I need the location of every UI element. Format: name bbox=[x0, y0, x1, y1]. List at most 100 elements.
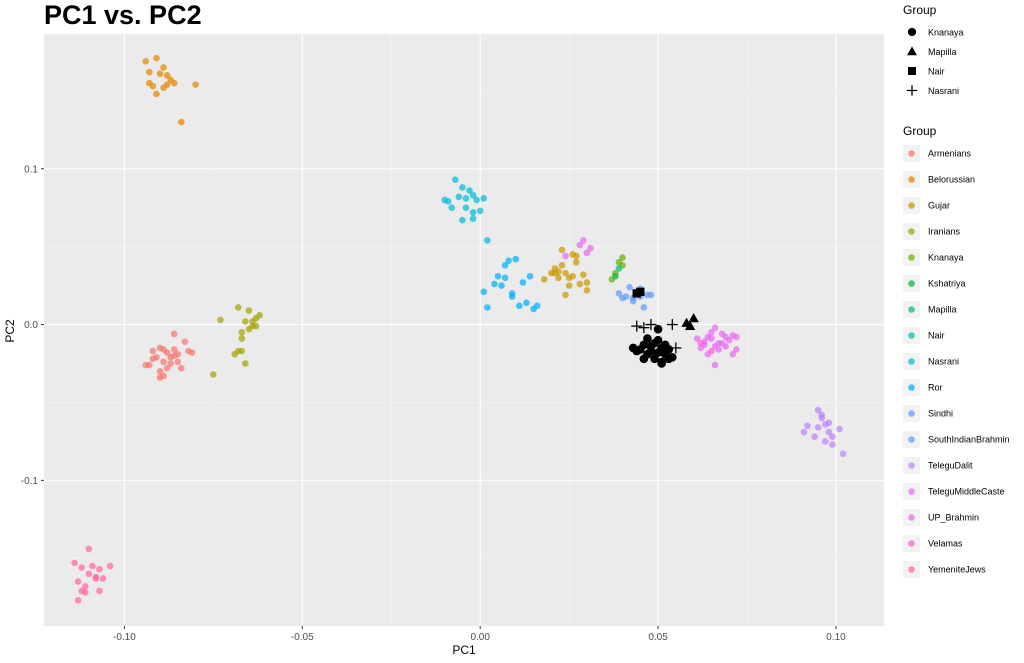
data-point bbox=[238, 329, 246, 336]
data-point bbox=[181, 338, 189, 345]
data-point bbox=[615, 290, 623, 297]
color-legend-label: Kshatriya bbox=[928, 279, 966, 289]
data-point bbox=[160, 64, 167, 71]
nasrani-point bbox=[638, 322, 650, 334]
data-point bbox=[647, 291, 655, 299]
data-point bbox=[587, 244, 594, 252]
data-point bbox=[455, 193, 463, 201]
color-legend-label: Armenians bbox=[928, 149, 972, 159]
data-point bbox=[708, 329, 715, 336]
shape-legend-label: Nair bbox=[928, 67, 945, 77]
data-point bbox=[178, 118, 185, 126]
data-point bbox=[74, 578, 82, 585]
data-point bbox=[210, 371, 217, 378]
data-point bbox=[92, 575, 100, 582]
data-point bbox=[234, 347, 242, 355]
y-tick-label: -0.1 bbox=[21, 476, 39, 487]
y-axis-ticks: -0.1 0.0 0.1 bbox=[21, 164, 44, 487]
color-legend-label: Iranians bbox=[928, 227, 961, 237]
data-point bbox=[540, 276, 548, 283]
data-point bbox=[814, 424, 822, 431]
data-point bbox=[146, 68, 153, 76]
data-point bbox=[498, 282, 505, 289]
legend-swatch bbox=[908, 254, 915, 261]
nair-point bbox=[632, 289, 641, 298]
series-Gujar bbox=[540, 246, 591, 299]
data-point bbox=[459, 216, 466, 224]
data-point bbox=[163, 71, 171, 79]
data-point bbox=[729, 350, 737, 358]
y-axis-label: PC2 bbox=[3, 319, 17, 343]
data-point bbox=[106, 562, 114, 570]
data-point bbox=[170, 79, 178, 87]
color-legend-label: Nasrani bbox=[928, 357, 959, 367]
series-Belorussian bbox=[142, 54, 199, 126]
color-legend-label: Knanaya bbox=[928, 253, 964, 263]
shape-legend-label: Mapilla bbox=[928, 47, 957, 57]
legend-swatch bbox=[908, 280, 915, 287]
data-point bbox=[572, 252, 580, 260]
x-axis-ticks: -0.10 -0.05 0.00 0.05 0.10 bbox=[113, 626, 846, 643]
data-point bbox=[555, 274, 562, 282]
knanaya-point bbox=[664, 345, 674, 354]
data-point bbox=[167, 360, 174, 367]
legend-swatch bbox=[908, 540, 915, 547]
legend-swatch bbox=[908, 410, 915, 417]
color-legend-label: Sindhi bbox=[928, 409, 953, 419]
data-point bbox=[156, 367, 164, 375]
data-point bbox=[81, 582, 89, 590]
data-point bbox=[178, 364, 185, 372]
knanaya-point bbox=[668, 352, 677, 362]
knanaya-point bbox=[639, 340, 649, 350]
legend-swatch bbox=[908, 514, 915, 521]
data-point bbox=[149, 82, 157, 90]
data-point bbox=[733, 333, 740, 341]
legend-swatch bbox=[908, 306, 915, 313]
data-point bbox=[85, 545, 93, 553]
data-point bbox=[818, 411, 826, 419]
data-point bbox=[562, 269, 569, 277]
data-point bbox=[96, 587, 103, 595]
legend-swatch bbox=[908, 462, 915, 469]
data-point bbox=[153, 54, 160, 62]
data-point bbox=[99, 575, 107, 582]
series-YemeniteJews bbox=[71, 545, 114, 604]
legend-swatch bbox=[908, 228, 915, 235]
series-Ror bbox=[480, 255, 541, 313]
x-axis-label: PC1 bbox=[452, 643, 476, 657]
data-point bbox=[242, 318, 249, 325]
data-point bbox=[451, 176, 459, 183]
data-point bbox=[78, 564, 86, 571]
data-point bbox=[170, 330, 178, 338]
data-point bbox=[715, 346, 722, 353]
color-legend-label: TeleguMiddleCaste bbox=[928, 487, 1005, 497]
mapilla-point bbox=[688, 313, 699, 323]
data-point bbox=[804, 422, 811, 430]
data-point bbox=[622, 293, 630, 300]
data-point bbox=[839, 450, 847, 458]
data-point bbox=[565, 282, 573, 289]
data-points bbox=[71, 54, 847, 604]
data-point bbox=[192, 81, 199, 88]
data-point bbox=[473, 196, 480, 204]
data-point bbox=[252, 322, 260, 330]
data-point bbox=[501, 262, 509, 269]
series-TeleguDalit bbox=[800, 406, 847, 458]
data-point bbox=[74, 596, 82, 604]
data-point bbox=[558, 262, 566, 269]
data-point bbox=[242, 360, 249, 367]
data-point bbox=[711, 324, 719, 331]
data-point bbox=[234, 304, 242, 311]
data-point bbox=[704, 333, 712, 341]
data-point bbox=[142, 57, 150, 65]
data-point bbox=[533, 302, 541, 310]
color-legend-label: Belorussian bbox=[928, 175, 975, 185]
data-point bbox=[494, 272, 502, 280]
knanaya-point bbox=[643, 334, 652, 343]
series-Sindhi bbox=[615, 283, 655, 311]
data-point bbox=[491, 280, 498, 288]
color-legend-title: Group bbox=[903, 124, 937, 138]
data-point bbox=[484, 304, 491, 311]
series-Nasrani bbox=[441, 176, 491, 244]
